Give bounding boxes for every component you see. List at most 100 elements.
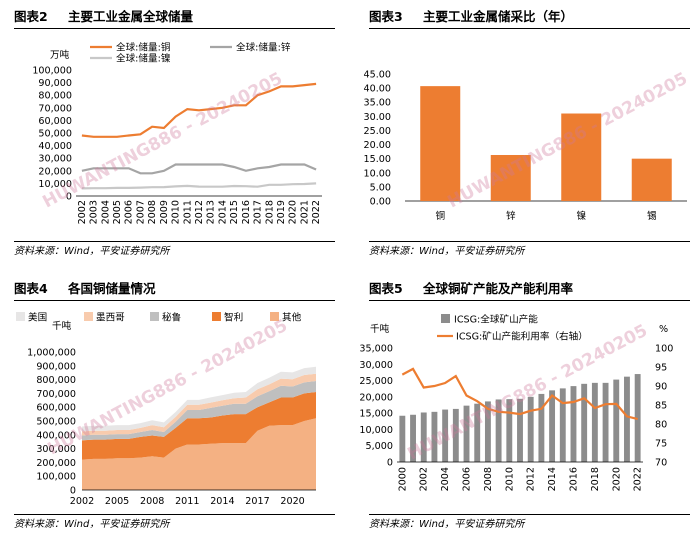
legend-label: 墨西哥: [96, 313, 125, 324]
x-tick-label: 2002: [70, 496, 94, 507]
x-tick-label: 2019: [276, 200, 287, 224]
x-tick-label: 2007: [135, 200, 146, 224]
left-y-tick-label: 0: [387, 458, 393, 469]
area-series: [82, 381, 316, 441]
bar: [410, 414, 416, 462]
x-tick-label: 2018: [590, 467, 601, 491]
legend-label: 秘鲁: [162, 312, 181, 324]
x-tick-label: 2012: [526, 467, 537, 491]
bar: [602, 382, 609, 462]
x-tick-label: 锡: [647, 210, 657, 222]
stacked-area-chart: 千吨 0 100,000 200,000 300,000 400,000 500,000 60…: [16, 312, 316, 507]
y-tick-label: 200,000: [36, 458, 76, 469]
figure-title-bar: 图表4 各国铜储量情况: [14, 278, 335, 301]
chart-panel-fig5: 图表5 全球铜矿产能及产能利用率 千吨% 0 5,000 10,000 15,000 20,…: [355, 272, 700, 541]
y-tick-label: 500,000: [36, 417, 76, 428]
y-tick-label: 30.00: [364, 112, 391, 123]
x-tick-label: 2022: [311, 200, 322, 224]
x-tick-label: 2014: [210, 496, 234, 507]
legend-label: ICSG:矿山产能利用率（右轴）: [456, 331, 588, 343]
bar: [527, 396, 534, 462]
x-tick-label: 2012: [194, 200, 205, 224]
bar: [431, 411, 438, 462]
bar: [399, 415, 406, 462]
x-tick-label: 2022: [633, 467, 644, 491]
x-tick-label: 2006: [124, 200, 135, 224]
y-tick-label: 15.00: [364, 154, 391, 165]
right-y-tick-label: 80: [655, 420, 667, 431]
bar: [561, 113, 602, 201]
y-axis-unit-label: 千吨: [52, 320, 72, 332]
y-tick-label: 45.00: [364, 70, 391, 81]
series-line: [81, 82, 317, 138]
right-y-tick-label: 85: [655, 401, 667, 412]
x-tick-label: 2002: [77, 200, 88, 224]
bar: [581, 383, 588, 462]
y-tick-label: 0.00: [370, 197, 391, 208]
x-tick-label: 2020: [288, 200, 299, 224]
chart-title: 主要工业金属储采比（年）: [423, 9, 574, 24]
source-note: 资料来源：Wind，平安证券研究所: [14, 241, 335, 260]
x-tick-label: 2008: [140, 496, 164, 507]
y-tick-label: 40.00: [364, 84, 391, 95]
legend-swatch: [270, 312, 279, 321]
chart-title: 各国铜储量情况: [68, 281, 156, 296]
y-tick-label: 0: [70, 486, 76, 497]
y-axis-unit-label: 万吨: [50, 49, 70, 61]
area-series: [82, 366, 316, 432]
area-series: [82, 373, 316, 436]
legend-label: 智利: [224, 312, 243, 324]
bar: [506, 399, 513, 462]
bar: [570, 386, 577, 462]
x-tick-label: 2000: [397, 467, 408, 491]
chart-panel-fig4: 图表4 各国铜储量情况 千吨 0 100,000 200,000 300,000 400,0…: [0, 272, 345, 541]
figure-number: 图表3: [369, 9, 403, 24]
x-tick-label: 铜: [435, 210, 445, 222]
x-tick-label: 2020: [280, 496, 304, 507]
x-tick-label: 2010: [171, 200, 182, 224]
legend-swatch: [441, 314, 450, 323]
series-line: [401, 367, 638, 421]
right-y-tick-label: 70: [655, 458, 667, 469]
bar-line-combo-chart: 千吨 % 0 5,000 10,000 15,000 20,000 25,000 30,000 3…: [359, 314, 673, 492]
chart-title: 全球铜矿产能及产能利用率: [423, 281, 574, 296]
x-tick-label: 2005: [112, 200, 123, 224]
bar: [490, 154, 531, 201]
left-axis-unit-label: 千吨: [370, 323, 390, 335]
bar: [420, 86, 461, 201]
figure-number: 图表2: [14, 9, 48, 24]
y-tick-label: 600,000: [36, 403, 76, 414]
chart-panel-fig2: 图表2 主要工业金属全球储量 万吨 0 10,000 20,000 30,000 40,00…: [0, 0, 345, 268]
figure-title-bar: 图表2 主要工业金属全球储量: [14, 6, 335, 29]
chart-title: 主要工业金属全球储量: [68, 9, 194, 24]
x-tick-label: 2020: [611, 467, 622, 491]
source-note: 资料来源：Wind，平安证券研究所: [369, 241, 690, 260]
y-tick-label: 700,000: [36, 389, 76, 400]
right-y-tick-label: 90: [655, 382, 667, 393]
right-y-tick-label: 95: [655, 363, 667, 374]
left-y-tick-label: 15,000: [359, 409, 393, 420]
left-y-tick-label: 30,000: [359, 360, 393, 371]
x-tick-label: 2005: [105, 496, 129, 507]
bar: [442, 409, 449, 462]
chart-panel-fig3: 图表3 主要工业金属储采比（年） 0.00 5.00 10.00 15.00 20.00 2…: [355, 0, 700, 268]
y-tick-label: 70,000: [38, 103, 72, 114]
bar: [463, 405, 470, 462]
bar: [613, 379, 620, 462]
y-tick-label: 100,000: [36, 472, 76, 483]
series-line: [81, 182, 317, 190]
y-tick-label: 900,000: [36, 361, 76, 372]
source-note: 资料来源：Wind，平安证券研究所: [14, 514, 335, 533]
x-tick-label: 2004: [100, 200, 111, 224]
right-axis-unit-label: %: [659, 324, 668, 335]
y-tick-label: 25.00: [364, 126, 391, 137]
x-tick-label: 2004: [440, 467, 451, 491]
left-y-tick-label: 10,000: [359, 425, 393, 436]
right-y-tick-label: 100: [655, 344, 673, 355]
bar: [559, 388, 566, 462]
bar: [631, 158, 672, 201]
left-y-tick-label: 25,000: [359, 376, 393, 387]
x-tick-label: 锌: [506, 210, 516, 222]
legend-label: 全球:储量:镍: [116, 53, 171, 65]
y-tick-label: 800,000: [36, 375, 76, 386]
